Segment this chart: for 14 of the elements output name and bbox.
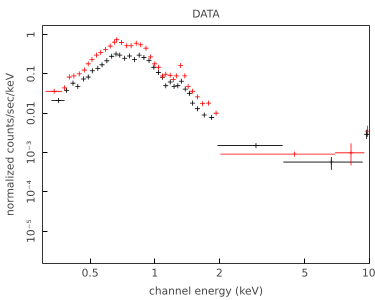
y-axis-title: normalized counts/sec/keV xyxy=(4,72,16,216)
y-tick-label: 10⁻³ xyxy=(24,140,38,164)
x-tick-label: 10 xyxy=(362,266,375,280)
chart-title: DATA xyxy=(192,8,220,20)
x-axis-title: channel energy (keV) xyxy=(148,284,264,298)
y-tick-label: 10⁻⁵ xyxy=(24,219,38,243)
y-tick-label: 0.1 xyxy=(24,65,38,82)
y-tick-label: 1 xyxy=(24,31,38,38)
x-tick-label: 5 xyxy=(301,266,308,280)
x-tick-label: 0.5 xyxy=(82,266,99,280)
y-tick-label: 10⁻⁴ xyxy=(24,180,38,204)
x-tick-label: 1 xyxy=(151,266,158,280)
x-tick-label: 2 xyxy=(216,266,223,280)
y-tick-label: 0.01 xyxy=(24,101,38,126)
